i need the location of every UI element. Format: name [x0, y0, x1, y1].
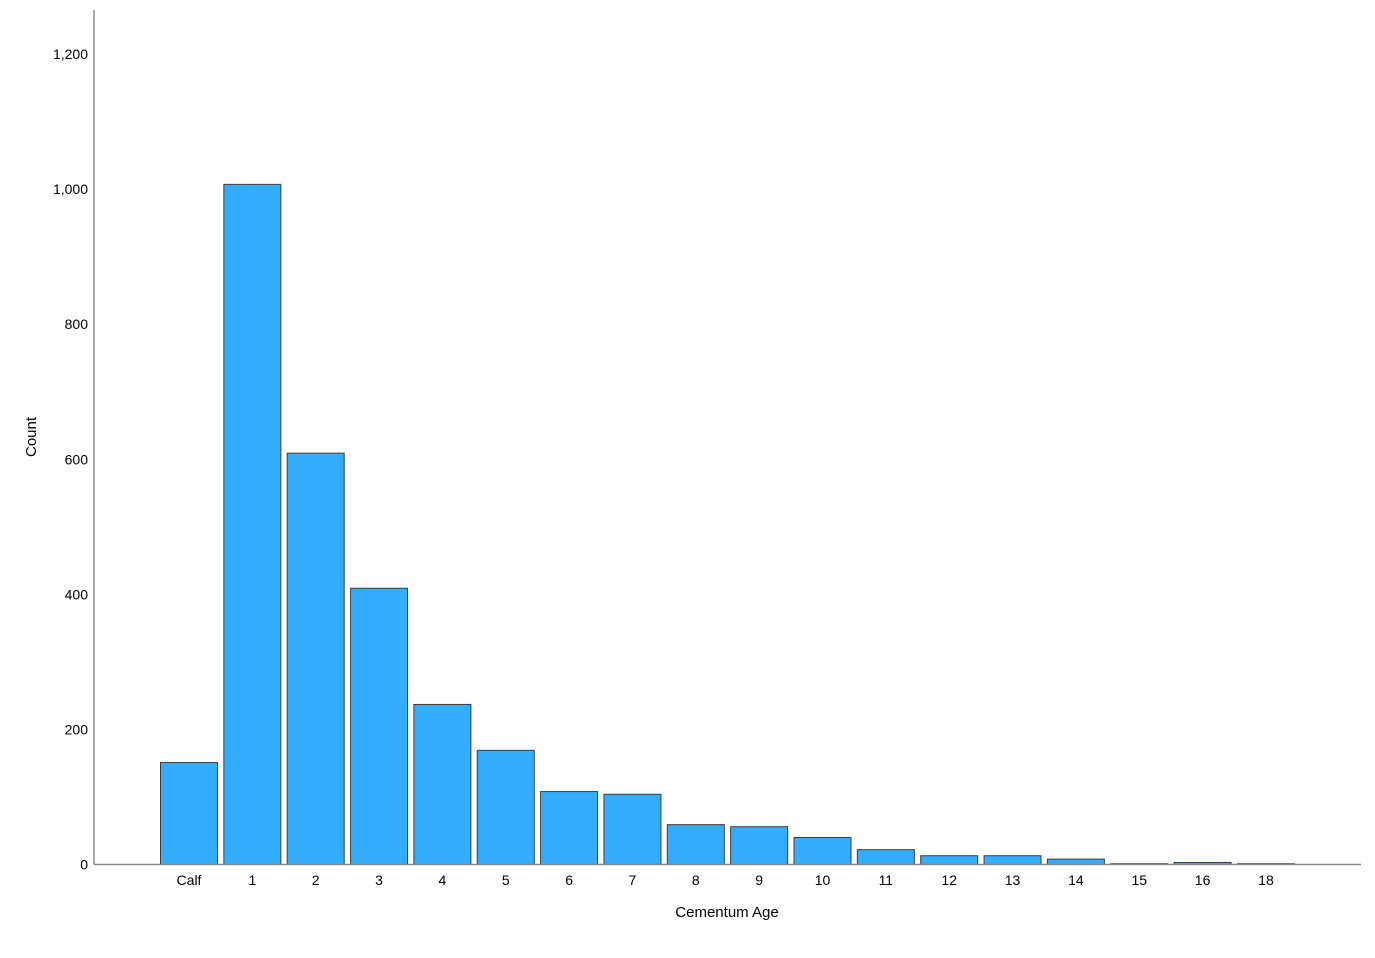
- y-tick-label: 1,200: [53, 46, 88, 62]
- x-axis-title: Cementum Age: [675, 904, 778, 921]
- bar-7: [603, 793, 662, 866]
- y-tick-label: 400: [65, 586, 89, 602]
- x-tick-label: 4: [439, 872, 447, 888]
- x-tick-labels: Calf 1 2 3 4 5 6 7 8 9 10 11 12 13 14 15 16 18: [177, 872, 1274, 888]
- x-tick-label: Calf: [177, 872, 202, 888]
- y-tick-label: 1,000: [53, 181, 88, 197]
- bar-14: [1046, 858, 1105, 865]
- y-tick-label: 0: [80, 857, 88, 873]
- x-tick-label: 6: [565, 872, 573, 888]
- y-tick-label: 800: [65, 316, 89, 332]
- x-tick-label: 12: [941, 872, 957, 888]
- bar-3: [350, 587, 409, 865]
- bar-12: [920, 855, 979, 865]
- x-tick-label: 5: [502, 872, 510, 888]
- bar-1: [223, 183, 282, 866]
- x-tick-label: 9: [755, 872, 763, 888]
- x-tick-label: 11: [879, 872, 894, 888]
- bar-13: [983, 855, 1042, 865]
- bar-11: [856, 849, 915, 866]
- bar-8: [666, 824, 725, 866]
- x-tick-label: 10: [815, 872, 831, 888]
- bars-group: [160, 183, 1295, 866]
- bar-4: [413, 703, 472, 865]
- axes-group: [93, 10, 1361, 866]
- x-tick-label: 14: [1068, 872, 1084, 888]
- x-tick-label: 15: [1131, 872, 1147, 888]
- bar-2: [286, 452, 345, 865]
- bar-calf: [160, 762, 218, 866]
- x-tick-label: 2: [312, 872, 320, 888]
- y-tick-labels: 0 200 400 600 800 1,000 1,200: [53, 46, 88, 873]
- bar-6: [540, 791, 599, 865]
- bar-5: [476, 749, 535, 865]
- y-tick-label: 200: [65, 721, 89, 737]
- bar-10: [793, 836, 852, 865]
- y-axis-title: Count: [23, 416, 40, 457]
- x-tick-label: 18: [1258, 872, 1274, 888]
- x-tick-label: 7: [629, 872, 637, 888]
- bar-9: [730, 826, 789, 865]
- x-tick-label: 3: [375, 872, 383, 888]
- x-tick-label: 16: [1195, 872, 1211, 888]
- y-tick-label: 600: [65, 451, 89, 467]
- x-tick-label: 13: [1005, 872, 1021, 888]
- x-tick-label: 1: [248, 872, 256, 888]
- x-tick-label: 8: [692, 872, 700, 888]
